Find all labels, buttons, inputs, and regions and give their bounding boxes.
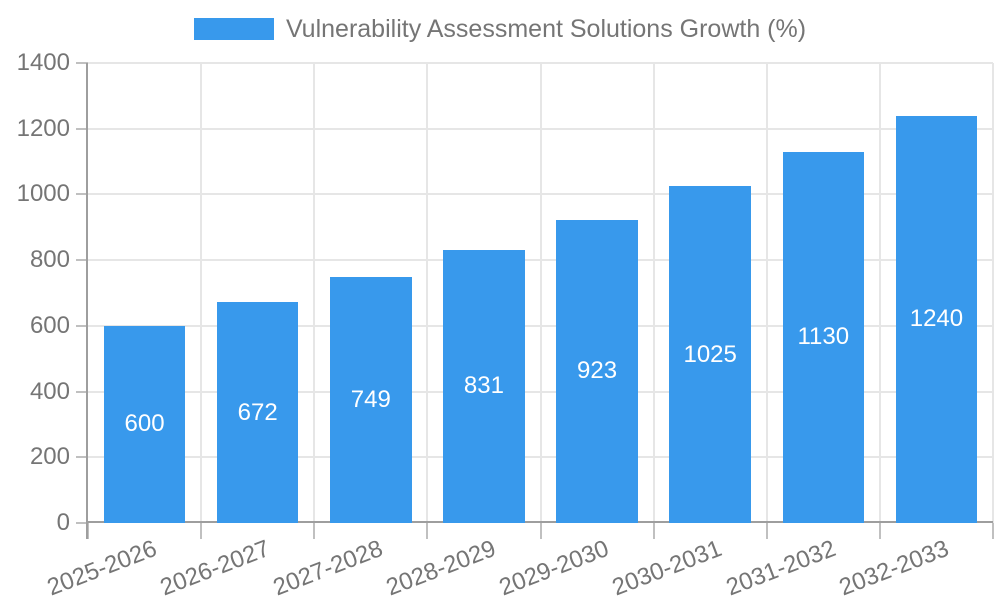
x-axis-tick-label: 2026-2027 bbox=[156, 535, 274, 600]
y-axis-tick bbox=[76, 456, 88, 459]
gridline-vertical bbox=[878, 63, 881, 523]
y-axis-tick-label: 600 bbox=[29, 311, 70, 339]
y-axis-tick-label: 800 bbox=[29, 246, 70, 274]
bar[interactable] bbox=[556, 219, 638, 523]
y-axis-tick bbox=[76, 259, 88, 262]
legend-label: Vulnerability Assessment Solutions Growt… bbox=[285, 14, 807, 43]
x-axis-tick bbox=[652, 523, 655, 539]
x-axis-tick-label: 2025-2026 bbox=[43, 535, 161, 600]
y-axis-tick-label: 400 bbox=[29, 377, 70, 405]
y-axis-tick-label: 1400 bbox=[16, 49, 70, 76]
bar-value-label: 672 bbox=[237, 398, 278, 426]
bar-value-label: 1130 bbox=[797, 323, 850, 351]
bar-value-label: 923 bbox=[577, 357, 618, 385]
gridline-vertical bbox=[426, 63, 429, 523]
legend-color-swatch bbox=[193, 18, 274, 40]
x-axis-tick-label: 2028-2029 bbox=[382, 535, 500, 600]
x-axis-tick bbox=[313, 523, 316, 539]
gridline-vertical bbox=[539, 63, 542, 523]
bar[interactable] bbox=[669, 186, 751, 523]
y-axis-tick-label: 1000 bbox=[16, 180, 70, 208]
y-axis-tick bbox=[76, 193, 88, 196]
x-axis-tick-label: 2030-2031 bbox=[609, 535, 726, 600]
y-axis-tick bbox=[76, 127, 88, 130]
y-axis-tick bbox=[76, 324, 88, 327]
x-axis-tick-label: 2027-2028 bbox=[269, 535, 387, 600]
x-axis-tick bbox=[200, 523, 203, 539]
x-axis-line bbox=[88, 521, 993, 523]
y-axis-tick bbox=[76, 522, 88, 524]
x-axis-tick bbox=[878, 523, 881, 539]
bar[interactable] bbox=[216, 302, 299, 523]
chart-legend[interactable]: Vulnerability Assessment Solutions Growt… bbox=[0, 13, 1000, 45]
x-axis-tick-label: 2031-2032 bbox=[722, 535, 839, 600]
bar[interactable] bbox=[103, 325, 186, 523]
y-axis-tick-label: 0 bbox=[56, 509, 70, 536]
bar[interactable] bbox=[895, 115, 978, 523]
bar[interactable] bbox=[782, 151, 865, 523]
y-axis-tick-label: 1200 bbox=[16, 114, 70, 142]
bar-value-label: 1240 bbox=[909, 305, 964, 333]
bar[interactable] bbox=[443, 249, 525, 523]
gridline-vertical bbox=[652, 63, 655, 523]
bar-value-label: 749 bbox=[350, 385, 391, 413]
bar[interactable] bbox=[330, 276, 412, 523]
x-axis-tick bbox=[539, 523, 542, 539]
bar-value-label: 600 bbox=[124, 410, 165, 438]
x-axis-tick bbox=[87, 523, 89, 539]
bar-value-label: 831 bbox=[463, 372, 504, 400]
gridline-vertical bbox=[313, 63, 316, 523]
gridline-vertical bbox=[992, 63, 994, 523]
bar-value-label: 1025 bbox=[683, 340, 737, 368]
gridline-vertical bbox=[200, 63, 203, 523]
x-axis-tick bbox=[426, 523, 429, 539]
y-axis-tick-label: 200 bbox=[29, 443, 70, 471]
gridline-vertical bbox=[765, 63, 768, 523]
y-axis-tick bbox=[76, 62, 88, 64]
x-axis-tick bbox=[992, 523, 994, 539]
x-axis-tick bbox=[765, 523, 768, 539]
y-axis-line bbox=[86, 63, 88, 539]
y-axis-tick bbox=[76, 390, 88, 393]
x-axis-tick-label: 2029-2030 bbox=[495, 535, 613, 600]
x-axis-tick-label: 2032-2033 bbox=[835, 535, 953, 600]
